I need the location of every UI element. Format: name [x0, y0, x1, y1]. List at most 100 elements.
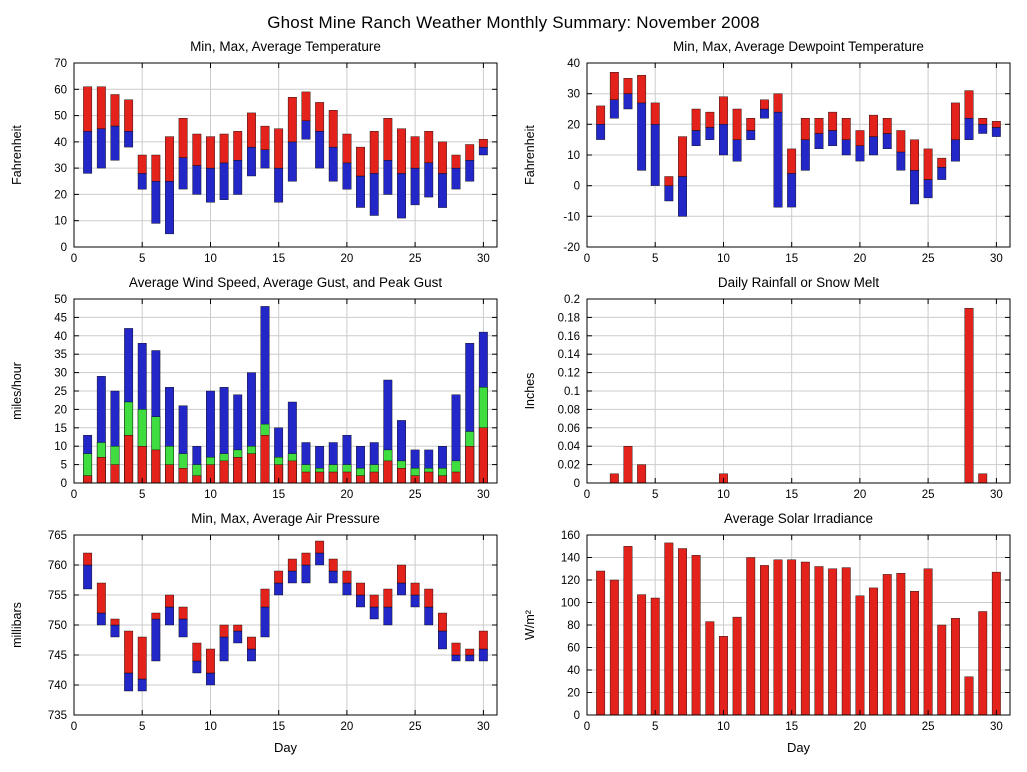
- svg-text:120: 120: [561, 575, 580, 587]
- svg-text:Day: Day: [787, 740, 811, 755]
- svg-text:0.1: 0.1: [564, 386, 580, 398]
- svg-text:45: 45: [54, 312, 67, 324]
- svg-text:0: 0: [584, 253, 590, 265]
- chart-cell-temperature: 0 5 10 15 20 25 30 0 10 20 30 40 50 60 70 Min, Max, Ave…: [2, 37, 515, 273]
- chart-cell-rainfall: 0 5 10 15 20 25 30 0 0.02 0.04 0.06 0.08 0.1 0.12 0.14…: [515, 273, 1027, 509]
- svg-text:60: 60: [54, 84, 67, 96]
- svg-text:5: 5: [139, 721, 145, 733]
- svg-text:40: 40: [54, 137, 67, 149]
- svg-text:Fahrenheit: Fahrenheit: [10, 125, 24, 185]
- svg-text:0.12: 0.12: [558, 368, 580, 380]
- svg-text:30: 30: [990, 721, 1003, 733]
- chart-rainfall: 0 5 10 15 20 25 30 0 0.02 0.04 0.06 0.08 0.1 0.12 0.14…: [523, 275, 1011, 501]
- svg-text:30: 30: [990, 253, 1003, 265]
- svg-text:10: 10: [204, 253, 217, 265]
- svg-text:10: 10: [204, 721, 217, 733]
- svg-text:100: 100: [561, 598, 580, 610]
- svg-text:Inches: Inches: [523, 373, 537, 410]
- svg-text:0: 0: [584, 489, 590, 501]
- page-title: Ghost Mine Ranch Weather Monthly Summary…: [267, 13, 760, 32]
- svg-text:25: 25: [409, 489, 422, 501]
- svg-text:50: 50: [54, 111, 67, 123]
- svg-text:5: 5: [139, 253, 145, 265]
- svg-text:20: 20: [54, 404, 67, 416]
- svg-text:20: 20: [54, 189, 67, 201]
- svg-text:40: 40: [54, 331, 67, 343]
- svg-text:10: 10: [204, 489, 217, 501]
- svg-text:80: 80: [567, 620, 580, 632]
- svg-text:0.06: 0.06: [558, 423, 580, 435]
- svg-text:10: 10: [54, 216, 67, 228]
- svg-text:0.16: 0.16: [558, 331, 580, 343]
- svg-text:Min, Max, Average Dewpoint Tem: Min, Max, Average Dewpoint Temperature: [673, 39, 924, 54]
- svg-text:30: 30: [477, 489, 490, 501]
- svg-text:0: 0: [574, 478, 580, 490]
- svg-text:15: 15: [785, 721, 798, 733]
- svg-text:35: 35: [54, 349, 67, 361]
- svg-text:Daily Rainfall or Snow Melt: Daily Rainfall or Snow Melt: [718, 275, 880, 290]
- svg-text:40: 40: [567, 58, 580, 70]
- svg-text:Min, Max, Average Air Pressure: Min, Max, Average Air Pressure: [191, 511, 380, 526]
- chart-cell-pressure: 0 5 10 15 20 25 30 735 740 745 750 755 760 765 Min, Ma…: [2, 509, 515, 759]
- svg-text:miles/hour: miles/hour: [10, 362, 24, 420]
- svg-text:5: 5: [652, 489, 658, 501]
- svg-text:5: 5: [652, 721, 658, 733]
- svg-text:50: 50: [54, 294, 67, 306]
- svg-text:0: 0: [61, 242, 67, 254]
- svg-text:30: 30: [990, 489, 1003, 501]
- svg-text:25: 25: [54, 386, 67, 398]
- svg-text:30: 30: [477, 253, 490, 265]
- svg-text:760: 760: [48, 560, 67, 572]
- svg-text:20: 20: [567, 688, 580, 700]
- svg-text:0: 0: [61, 478, 67, 490]
- svg-text:755: 755: [48, 590, 67, 602]
- svg-text:0: 0: [71, 489, 77, 501]
- svg-text:15: 15: [785, 253, 798, 265]
- svg-text:30: 30: [54, 368, 67, 380]
- svg-text:25: 25: [922, 253, 935, 265]
- svg-text:30: 30: [477, 721, 490, 733]
- chart-temperature: 0 5 10 15 20 25 30 0 10 20 30 40 50 60 70 Min, Max, Ave…: [10, 39, 498, 265]
- svg-text:25: 25: [922, 721, 935, 733]
- svg-text:0: 0: [574, 181, 580, 193]
- svg-text:5: 5: [61, 460, 67, 472]
- chart-cell-wind: 0 5 10 15 20 25 30 0 5 10 15 20 25 30 35 40 45 50 Average …: [2, 273, 515, 509]
- svg-text:30: 30: [567, 89, 580, 101]
- svg-text:Day: Day: [274, 740, 298, 755]
- svg-text:735: 735: [48, 710, 67, 722]
- svg-text:20: 20: [854, 489, 867, 501]
- svg-text:25: 25: [409, 253, 422, 265]
- svg-text:5: 5: [652, 253, 658, 265]
- svg-text:10: 10: [717, 489, 730, 501]
- svg-text:25: 25: [922, 489, 935, 501]
- svg-text:0.02: 0.02: [558, 460, 580, 472]
- svg-text:0.08: 0.08: [558, 404, 580, 416]
- svg-text:0.18: 0.18: [558, 312, 580, 324]
- svg-text:10: 10: [717, 253, 730, 265]
- svg-text:W/m²: W/m²: [523, 610, 537, 640]
- svg-text:15: 15: [272, 721, 285, 733]
- svg-text:15: 15: [54, 423, 67, 435]
- chart-wind: 0 5 10 15 20 25 30 0 5 10 15 20 25 30 35 40 45 50 Average …: [10, 275, 498, 501]
- svg-text:70: 70: [54, 58, 67, 70]
- chart-dewpoint: 0 5 10 15 20 25 30 -20 -10 0 10 20 30 40 Min, Max, Ave…: [523, 39, 1011, 265]
- svg-text:5: 5: [139, 489, 145, 501]
- svg-text:Fahrenheit: Fahrenheit: [523, 125, 537, 185]
- svg-text:140: 140: [561, 553, 580, 565]
- svg-text:0: 0: [584, 721, 590, 733]
- svg-text:765: 765: [48, 530, 67, 542]
- charts-grid: 0 5 10 15 20 25 30 0 10 20 30 40 50 60 70 Min, Max, Ave…: [0, 37, 1027, 759]
- chart-cell-solar: 0 5 10 15 20 25 30 0 20 40 60 80 100 120 140 160 Average…: [515, 509, 1027, 759]
- svg-text:0: 0: [71, 253, 77, 265]
- svg-text:0.2: 0.2: [564, 294, 580, 306]
- svg-text:20: 20: [854, 253, 867, 265]
- svg-text:10: 10: [717, 721, 730, 733]
- svg-text:30: 30: [54, 163, 67, 175]
- svg-text:40: 40: [567, 665, 580, 677]
- svg-text:15: 15: [785, 489, 798, 501]
- svg-text:-20: -20: [563, 242, 580, 254]
- svg-text:-10: -10: [563, 211, 580, 223]
- svg-text:740: 740: [48, 680, 67, 692]
- svg-text:Min, Max, Average Temperature: Min, Max, Average Temperature: [190, 39, 381, 54]
